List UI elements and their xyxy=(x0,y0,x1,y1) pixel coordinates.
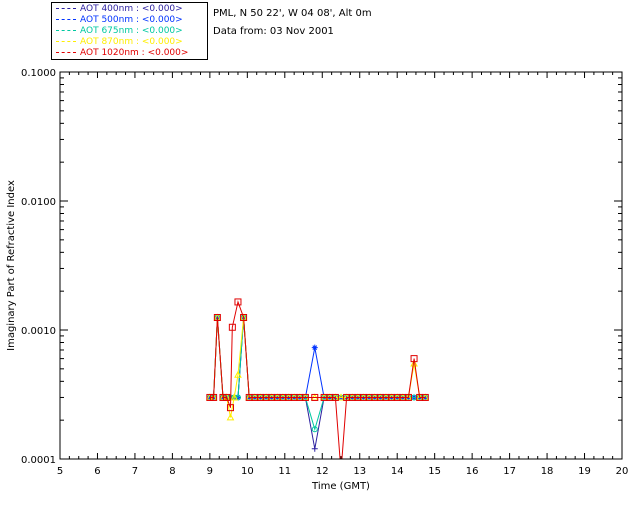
data-point xyxy=(240,313,248,321)
legend-item-400nm: AOT 400nm : <0.000> xyxy=(56,4,183,15)
x-tick-label: 16 xyxy=(466,466,479,477)
legend-swatch xyxy=(56,19,76,20)
data-point xyxy=(213,313,221,321)
data-point xyxy=(404,393,412,401)
legend-item-870nm: AOT 870nm : <0.000> xyxy=(56,37,183,48)
data-point xyxy=(234,370,242,378)
series-line xyxy=(209,317,426,418)
data-point xyxy=(226,404,234,412)
data-point xyxy=(421,393,429,401)
data-point xyxy=(206,393,214,401)
legend-label: AOT 400nm : <0.000> xyxy=(80,4,183,14)
x-tick-label: 12 xyxy=(316,466,329,477)
y-axis-title: Imaginary Part of Refractive Index xyxy=(6,180,17,351)
x-tick-label: 19 xyxy=(578,466,591,477)
legend-swatch xyxy=(56,52,76,53)
legend-item-500nm: AOT 500nm : <0.000> xyxy=(56,15,183,26)
data-point xyxy=(301,393,309,401)
series-0 xyxy=(206,314,429,452)
legend-item-675nm: AOT 675nm : <0.000> xyxy=(56,26,183,37)
y-tick-label: 0.0001 xyxy=(21,455,56,466)
data-point xyxy=(226,413,235,421)
x-tick-label: 11 xyxy=(278,466,291,477)
data-point xyxy=(338,469,344,475)
x-tick-label: 13 xyxy=(353,466,366,477)
legend: AOT 400nm : <0.000> AOT 500nm : <0.000> … xyxy=(51,2,208,60)
legend-swatch xyxy=(56,41,76,42)
y-tick-label: 0.0010 xyxy=(21,326,56,337)
data-point xyxy=(206,394,213,401)
x-tick-label: 7 xyxy=(132,466,138,477)
series-4 xyxy=(206,298,429,475)
x-tick-label: 17 xyxy=(503,466,516,477)
data-date: Data from: 03 Nov 2001 xyxy=(213,26,334,37)
data-point xyxy=(410,359,418,367)
series-2 xyxy=(206,314,429,433)
data-point xyxy=(331,393,339,401)
data-point xyxy=(219,393,227,401)
station-location: PML, N 50 22', W 04 08', Alt 0m xyxy=(213,8,372,19)
legend-label: AOT 500nm : <0.000> xyxy=(80,15,183,25)
legend-item-1020nm: AOT 1020nm : <0.000> xyxy=(56,48,188,59)
x-tick-label: 5 xyxy=(57,466,63,477)
y-tick-label: 0.1000 xyxy=(21,68,56,79)
data-point xyxy=(311,426,318,433)
data-point xyxy=(410,355,418,363)
y-tick-label: 0.0100 xyxy=(21,197,56,208)
data-point xyxy=(228,323,236,331)
data-point xyxy=(210,393,218,401)
legend-label: AOT 1020nm : <0.000> xyxy=(80,48,189,58)
legend-swatch xyxy=(56,8,76,9)
data-point xyxy=(234,298,242,306)
data-point xyxy=(223,393,231,401)
x-tick-label: 8 xyxy=(169,466,175,477)
x-tick-label: 6 xyxy=(94,466,100,477)
x-tick-label: 20 xyxy=(616,466,629,477)
data-point xyxy=(337,393,345,401)
x-tick-label: 15 xyxy=(428,466,441,477)
data-point xyxy=(311,445,318,452)
data-point xyxy=(311,393,319,401)
x-tick-label: 14 xyxy=(391,466,404,477)
x-tick-label: 9 xyxy=(207,466,213,477)
data-point xyxy=(311,344,318,351)
x-tick-label: 10 xyxy=(241,466,254,477)
data-point xyxy=(230,393,239,401)
legend-swatch xyxy=(56,30,76,31)
legend-label: AOT 675nm : <0.000> xyxy=(80,26,183,36)
x-tick-label: 18 xyxy=(541,466,554,477)
x-axis-title: Time (GMT) xyxy=(311,481,370,492)
plot-frame xyxy=(59,71,623,460)
legend-label: AOT 870nm : <0.000> xyxy=(80,37,183,47)
